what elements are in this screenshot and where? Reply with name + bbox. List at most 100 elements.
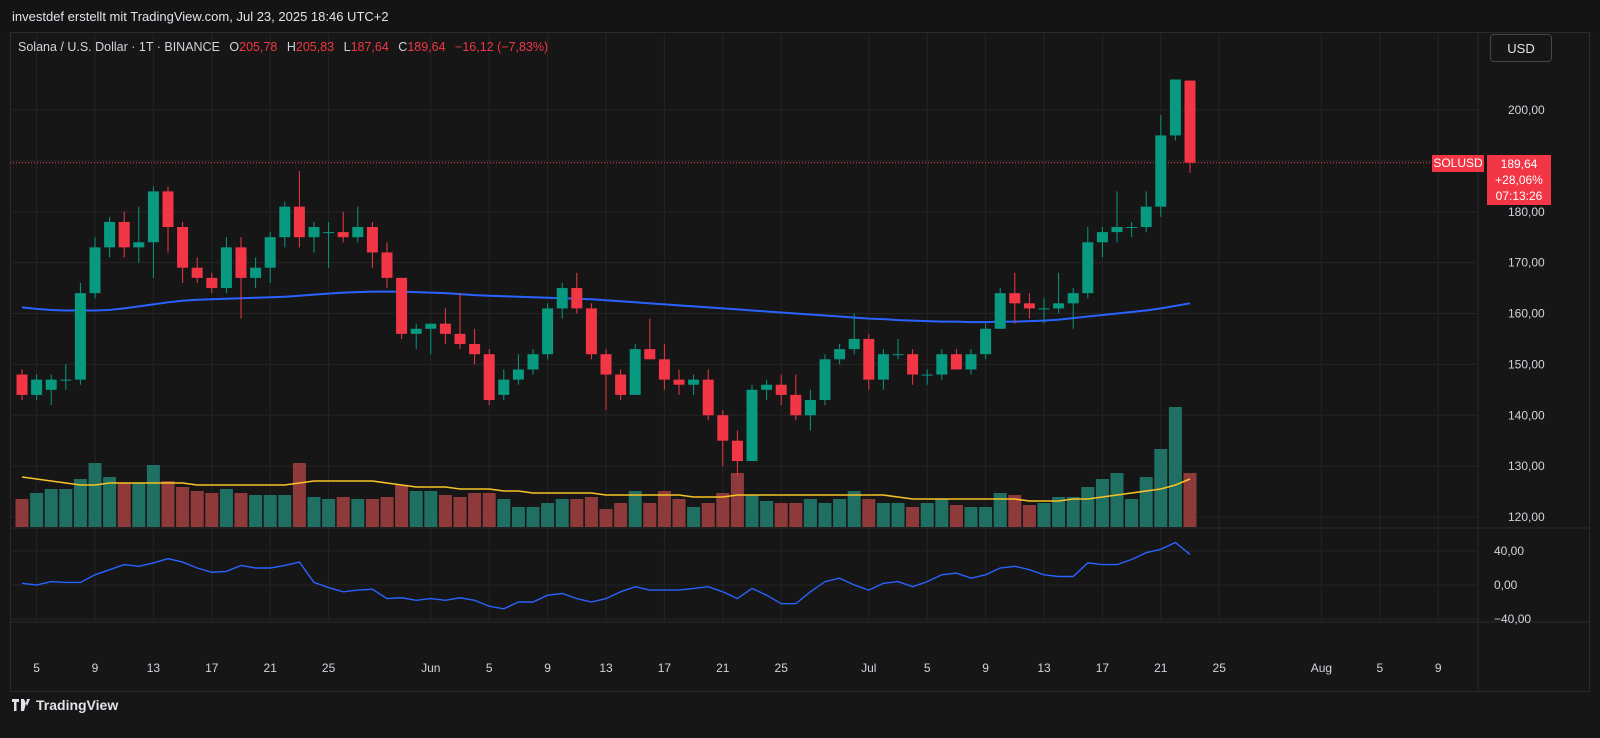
candle-body [571, 288, 583, 309]
volume-bar [1183, 473, 1197, 527]
candle-body [600, 354, 612, 375]
candle-body [790, 394, 802, 416]
candle-body [775, 384, 787, 395]
volume-bar [395, 485, 409, 527]
candle-body [819, 359, 831, 400]
volume-bar [1125, 499, 1139, 527]
candle-body [133, 242, 145, 248]
candle-body [396, 277, 408, 334]
volume-bar [891, 503, 905, 527]
volume-bar [30, 493, 44, 527]
candle-body [877, 354, 889, 380]
candle-body [279, 206, 291, 238]
candle-body [863, 338, 875, 380]
candle-body [89, 247, 101, 294]
candle-body [907, 354, 919, 375]
volume-bar [336, 497, 350, 527]
volume-bar [190, 491, 204, 527]
volume-bar [964, 507, 978, 527]
candle-body [542, 308, 554, 355]
volume-bar [73, 479, 87, 527]
candle-body [1009, 293, 1021, 304]
volume-bar [906, 507, 920, 527]
candle-body [1096, 232, 1108, 243]
close-value: 189,64 [407, 40, 446, 54]
candle-body [454, 333, 466, 345]
x-tick-label: 21 [264, 661, 278, 675]
bar-countdown: 07:13:26 [1495, 189, 1543, 203]
volume-bar [993, 493, 1007, 527]
candle-body [337, 232, 349, 238]
x-tick-label: Jun [421, 661, 440, 675]
volume-bar [1095, 479, 1109, 527]
volume-bar [526, 507, 540, 527]
volume-bar [1154, 449, 1168, 527]
y-tick-label: 200,00 [1508, 103, 1545, 117]
candle-body [410, 328, 422, 334]
candle-body [673, 379, 685, 385]
volume-bar [803, 499, 817, 527]
candle-body [585, 308, 597, 355]
volume-bar [1052, 497, 1066, 527]
candle-body [147, 191, 159, 243]
tradingview-logo[interactable]: TradingView [12, 697, 118, 713]
volume-bar [949, 505, 963, 527]
tradingview-logo-icon [12, 699, 30, 711]
candle-body [206, 277, 218, 289]
x-tick-label: 5 [33, 661, 40, 675]
candle-body [483, 354, 495, 400]
volume-bar [716, 493, 730, 527]
candle-body [980, 328, 992, 355]
x-tick-label: 25 [775, 661, 789, 675]
volume-bar [322, 499, 336, 527]
volume-bar [730, 473, 744, 527]
volume-bar [497, 499, 511, 527]
candle-body [235, 247, 247, 278]
candle-body [512, 369, 524, 380]
candle-body [16, 374, 28, 395]
volume-bar [278, 495, 292, 527]
high-value: 205,83 [295, 40, 335, 54]
volume-bar [103, 477, 117, 527]
candle-body [104, 221, 116, 248]
candle-body [1155, 135, 1167, 207]
last-price-tag: 189,64 +28,06% 07:13:26 [1487, 155, 1551, 205]
volume-bar [263, 495, 277, 527]
volume-bar [657, 491, 671, 527]
volume-bar [249, 495, 263, 527]
candle-body [439, 323, 451, 334]
volume-bar [1110, 473, 1124, 527]
candle-body [308, 227, 320, 238]
y-tick-label: 140,00 [1508, 408, 1545, 422]
price-change-pct: +28,06% [1495, 173, 1543, 187]
candle-body [60, 379, 72, 381]
candle-body [425, 323, 437, 329]
x-tick-label: 5 [486, 661, 493, 675]
candle-body [381, 252, 393, 278]
candle-body [892, 354, 904, 356]
x-tick-label: 21 [716, 661, 730, 675]
currency-button[interactable]: USD [1490, 34, 1552, 62]
candle-body [118, 221, 130, 248]
low-value: 187,64 [350, 40, 389, 54]
close-label: C [398, 40, 408, 54]
volume-bar [570, 499, 584, 527]
y-tick-label: 170,00 [1508, 256, 1545, 270]
chart-area[interactable] [10, 32, 1590, 692]
open-label: O [229, 40, 240, 54]
volume-bar [1008, 495, 1022, 527]
candle-body [45, 379, 57, 390]
x-tick-label: 17 [205, 661, 219, 675]
volume-bar [774, 503, 788, 527]
volume-ma-line [21, 476, 1191, 502]
x-tick-label: 25 [1213, 661, 1227, 675]
volume-bar [541, 503, 555, 527]
x-tick-label: Jul [861, 661, 876, 675]
candle-body [556, 288, 568, 309]
candle-body [498, 379, 510, 395]
volume-bar [292, 463, 306, 527]
candle-body [746, 389, 758, 462]
candle-body [834, 349, 846, 360]
x-tick-label: 13 [1037, 661, 1051, 675]
